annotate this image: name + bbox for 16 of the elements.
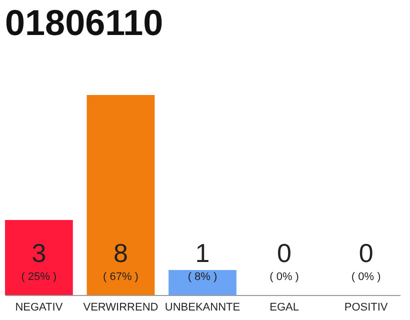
annotation: ( 0% ) [351,271,381,283]
data-label: 3 [32,238,46,268]
chart-title: 01806110 [5,2,164,43]
x-tick-label: UNBEKANNTE [164,302,240,314]
annotation: ( 67% ) [102,271,138,283]
x-tick-label: VERWIRREND [83,302,158,314]
x-tick-label: EGAL [270,302,299,314]
x-tick-label: POSITIV [344,302,388,314]
data-label: 1 [195,238,210,268]
annotation: ( 8% ) [188,271,218,283]
data-label: 8 [113,238,128,268]
data-label: 0 [277,238,292,268]
data-label: 0 [358,238,374,268]
annotation: ( 25% ) [21,271,57,283]
x-tick-label: NEGATIV [15,302,64,314]
annotation: ( 0% ) [270,271,299,283]
